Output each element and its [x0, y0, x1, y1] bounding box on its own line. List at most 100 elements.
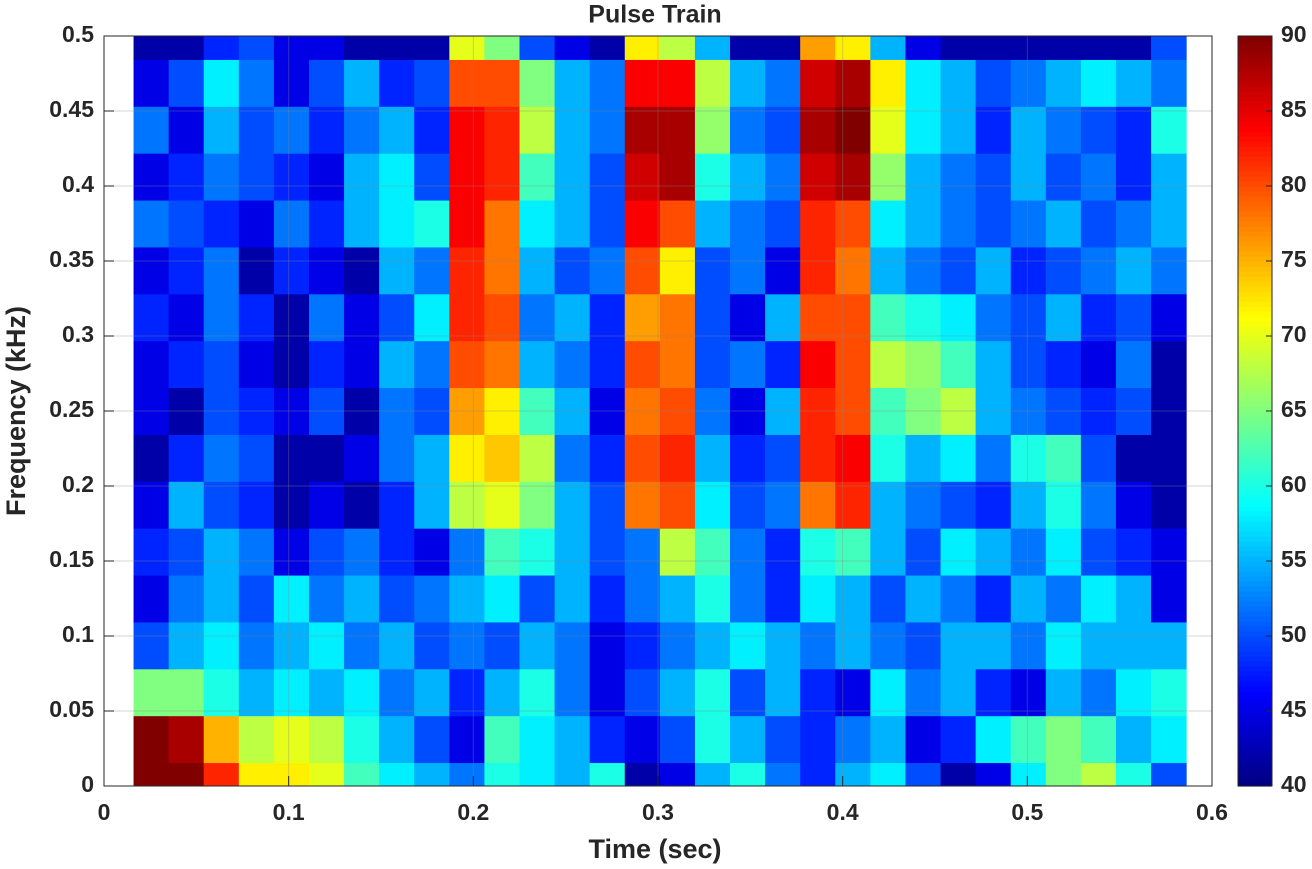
heatmap-cell: [449, 59, 485, 107]
heatmap-cell: [730, 434, 766, 482]
heatmap-cell: [1010, 762, 1047, 786]
colorbar-swatch: [1238, 696, 1272, 702]
heatmap-cell: [624, 575, 661, 623]
heatmap-cell: [1080, 340, 1117, 389]
colorbar-swatch: [1238, 296, 1272, 302]
heatmap-cell: [379, 668, 415, 717]
colorbar-swatch: [1238, 126, 1272, 132]
colorbar-swatch: [1238, 46, 1272, 52]
heatmap: [133, 36, 1187, 786]
heatmap-cell: [1080, 293, 1117, 342]
heatmap-cell: [308, 36, 345, 60]
heatmap-cell: [168, 575, 205, 623]
colorbar-tick-label: 70: [1281, 321, 1307, 347]
heatmap-cell: [1045, 246, 1082, 295]
heatmap-cell: [344, 246, 380, 295]
heatmap-cell: [624, 621, 661, 670]
heatmap-cell: [905, 575, 942, 623]
heatmap-cell: [1010, 387, 1047, 435]
heatmap-cell: [800, 762, 836, 786]
heatmap-cell: [238, 153, 275, 201]
heatmap-cell: [765, 36, 801, 60]
heatmap-cell: [168, 481, 205, 529]
heatmap-cell: [624, 36, 661, 60]
colorbar-swatch: [1238, 781, 1272, 787]
heatmap-cell: [624, 528, 661, 576]
heatmap-cell: [344, 575, 380, 623]
heatmap-cell: [659, 481, 696, 529]
heatmap-cell: [414, 153, 450, 201]
heatmap-cell: [1151, 36, 1187, 60]
y-tick-label: 0.3: [62, 321, 94, 347]
heatmap-cell: [519, 340, 556, 389]
y-tick-label: 0: [81, 771, 94, 797]
heatmap-cell: [1010, 528, 1047, 576]
heatmap-cell: [765, 575, 801, 623]
heatmap-cell: [203, 715, 240, 764]
heatmap-cell: [905, 621, 942, 670]
heatmap-cell: [273, 106, 310, 154]
heatmap-cell: [554, 575, 591, 623]
heatmap-cell: [694, 668, 731, 717]
heatmap-cell: [1045, 575, 1082, 623]
ticks: 0 0.1 0.2 0.3 0.4 0.5 0.6 0 0.05 0.1 0.15 0.2 0.25 0.…: [49, 21, 1228, 825]
heatmap-cell: [1080, 668, 1117, 717]
heatmap-cell: [519, 528, 556, 576]
colorbar-swatch: [1238, 206, 1272, 212]
heatmap-cell: [870, 575, 906, 623]
heatmap-cell: [975, 434, 1012, 482]
heatmap-cell: [1080, 106, 1117, 154]
heatmap-cell: [975, 528, 1012, 576]
heatmap-cell: [905, 715, 942, 764]
colorbar-swatch: [1238, 566, 1272, 572]
heatmap-cell: [308, 340, 345, 389]
heatmap-cell: [940, 575, 977, 623]
colorbar-swatch: [1238, 321, 1272, 327]
heatmap-cell: [133, 153, 170, 201]
heatmap-cell: [344, 434, 380, 482]
heatmap-cell: [1151, 387, 1187, 435]
heatmap-cell: [1045, 59, 1082, 107]
heatmap-cell: [484, 387, 520, 435]
heatmap-cell: [344, 106, 380, 154]
heatmap-cell: [449, 293, 485, 342]
heatmap-cell: [624, 715, 661, 764]
heatmap-cell: [1080, 387, 1117, 435]
heatmap-cell: [168, 36, 205, 60]
heatmap-cell: [484, 293, 520, 342]
heatmap-cell: [765, 106, 801, 154]
heatmap-cell: [449, 481, 485, 529]
heatmap-cell: [1115, 715, 1152, 764]
heatmap-cell: [449, 715, 485, 764]
colorbar-swatch: [1238, 446, 1272, 452]
x-tick-label: 0: [98, 799, 111, 825]
heatmap-cell: [344, 481, 380, 529]
heatmap-cell: [379, 481, 415, 529]
heatmap-cell: [730, 575, 766, 623]
heatmap-cell: [273, 246, 310, 295]
y-tick-label: 0.2: [62, 471, 94, 497]
heatmap-cell: [203, 481, 240, 529]
heatmap-cell: [238, 36, 275, 60]
y-tick-label: 0.15: [49, 546, 94, 572]
heatmap-cell: [940, 668, 977, 717]
heatmap-cell: [344, 621, 380, 670]
heatmap-cell: [308, 387, 345, 435]
heatmap-cell: [1010, 153, 1047, 201]
colorbar-swatch: [1238, 456, 1272, 462]
heatmap-cell: [659, 621, 696, 670]
colorbar-swatch: [1238, 631, 1272, 637]
heatmap-cell: [659, 246, 696, 295]
colorbar-swatch: [1238, 531, 1272, 537]
heatmap-cell: [975, 340, 1012, 389]
colorbar-swatch: [1238, 766, 1272, 772]
heatmap-cell: [519, 36, 556, 60]
heatmap-cell: [800, 621, 836, 670]
heatmap-cell: [133, 59, 170, 107]
heatmap-cell: [519, 434, 556, 482]
heatmap-cell: [379, 106, 415, 154]
heatmap-cell: [379, 575, 415, 623]
heatmap-cell: [800, 715, 836, 764]
x-tick-label: 0.4: [827, 799, 859, 825]
colorbar-swatch: [1238, 41, 1272, 47]
